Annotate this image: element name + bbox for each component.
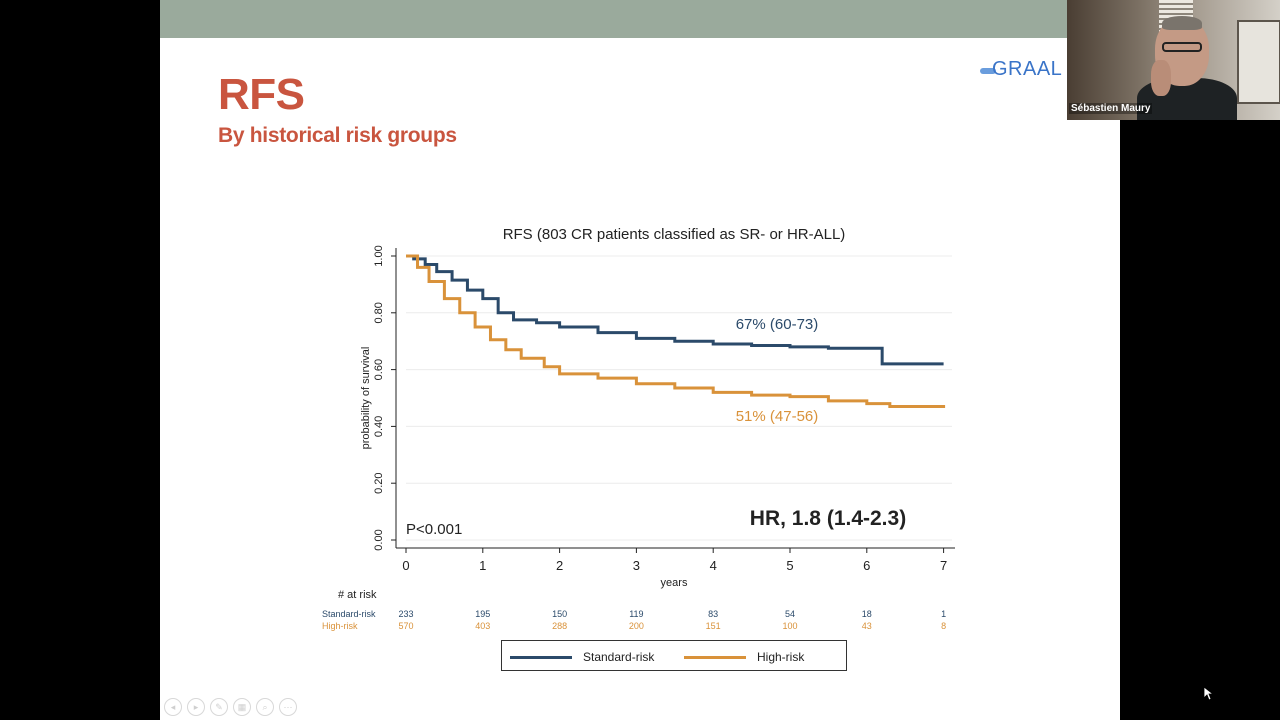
- webcam-window: [1237, 20, 1280, 104]
- at-risk-value: 8: [941, 621, 947, 631]
- presentation-slide: RFS By historical risk groups GRAAL 0.00…: [160, 0, 1120, 720]
- at-risk-value: 195: [475, 609, 491, 619]
- y-axis-label: probability of survival: [360, 347, 372, 450]
- previous-slide-icon[interactable]: ◂: [164, 698, 182, 716]
- y-tick-label: 0.80: [373, 302, 385, 323]
- logo-swoosh-icon: [980, 68, 996, 74]
- at-risk-value: 403: [475, 621, 491, 631]
- annotation-high-risk: 51% (47-56): [736, 408, 819, 425]
- more-options-icon[interactable]: ⋯: [279, 698, 297, 716]
- at-risk-value: 151: [705, 621, 721, 631]
- at-risk-value: 43: [861, 621, 872, 631]
- annotation-standard-risk: 67% (60-73): [736, 316, 819, 333]
- at-risk-row-label: Standard-risk: [322, 609, 376, 619]
- participant-name: Sébastien Maury: [1069, 103, 1153, 114]
- x-tick-label: 0: [402, 558, 409, 573]
- at-risk-value: 54: [784, 609, 796, 619]
- webcam-feed: Sébastien Maury: [1067, 0, 1280, 120]
- x-tick-label: 1: [479, 558, 486, 573]
- y-tick-label: 0.00: [373, 529, 385, 550]
- at-risk-value: 1: [941, 609, 947, 619]
- pen-tool-icon[interactable]: ✎: [210, 698, 228, 716]
- hazard-ratio-label: HR, 1.8 (1.4-2.3): [750, 507, 906, 530]
- chart-legend: Standard-risk High-risk: [501, 640, 847, 671]
- x-tick-label: 2: [556, 558, 563, 573]
- at-risk-row-label: High-risk: [322, 621, 358, 631]
- at-risk-value: 233: [398, 609, 414, 619]
- webcam-person-hand: [1151, 60, 1171, 96]
- at-risk-value: 150: [552, 609, 568, 619]
- webcam-person-hair: [1162, 16, 1202, 30]
- next-slide-icon[interactable]: ▸: [187, 698, 205, 716]
- zoom-icon[interactable]: ⌕: [256, 698, 274, 716]
- y-tick-label: 0.40: [373, 416, 385, 437]
- at-risk-title: # at risk: [338, 589, 377, 601]
- at-risk-value: 18: [861, 609, 872, 619]
- webcam-person-glasses: [1162, 42, 1202, 52]
- at-risk-value: 570: [398, 621, 414, 631]
- x-tick-label: 5: [786, 558, 793, 573]
- legend-swatch-standard-risk: [510, 656, 572, 659]
- at-risk-value: 288: [552, 621, 568, 631]
- logo-text: GRAAL: [992, 58, 1063, 80]
- p-value-label: P<0.001: [406, 521, 462, 538]
- legend-label-standard-risk: Standard-risk: [583, 650, 655, 664]
- x-tick-label: 4: [710, 558, 717, 573]
- series-line-high-risk: [406, 254, 946, 409]
- series-line-standard-risk: [406, 254, 944, 366]
- x-axis-label: years: [661, 577, 688, 589]
- legend-swatch-high-risk: [684, 656, 746, 659]
- at-risk-value: 83: [708, 609, 719, 619]
- x-tick-label: 6: [863, 558, 870, 573]
- kaplan-meier-chart: 0.00 0.20 0.40 0.60 0.80 1.00 0 1 2 3 4 5 6 7 years pro…: [360, 226, 955, 589]
- y-tick-label: 0.60: [373, 359, 385, 380]
- slide-title: RFS: [218, 70, 305, 119]
- slide-header-bar: [160, 0, 1120, 38]
- at-risk-value: 100: [782, 621, 798, 631]
- y-tick-label: 1.00: [373, 245, 385, 266]
- slides-grid-icon[interactable]: ▦: [233, 698, 251, 716]
- chart-title: RFS (803 CR patients classified as SR- o…: [503, 226, 846, 243]
- at-risk-value: 200: [628, 621, 644, 631]
- slide-subtitle: By historical risk groups: [218, 124, 457, 147]
- x-tick-label: 3: [633, 558, 640, 573]
- graal-logo: GRAAL: [980, 58, 1070, 84]
- mouse-cursor-icon: [1204, 687, 1214, 701]
- legend-label-high-risk: High-risk: [757, 650, 805, 664]
- slideshow-controls[interactable]: ◂ ▸ ✎ ▦ ⌕ ⋯: [164, 698, 297, 716]
- at-risk-value: 119: [629, 609, 644, 619]
- y-tick-label: 0.20: [373, 472, 385, 493]
- x-tick-label: 7: [940, 558, 947, 573]
